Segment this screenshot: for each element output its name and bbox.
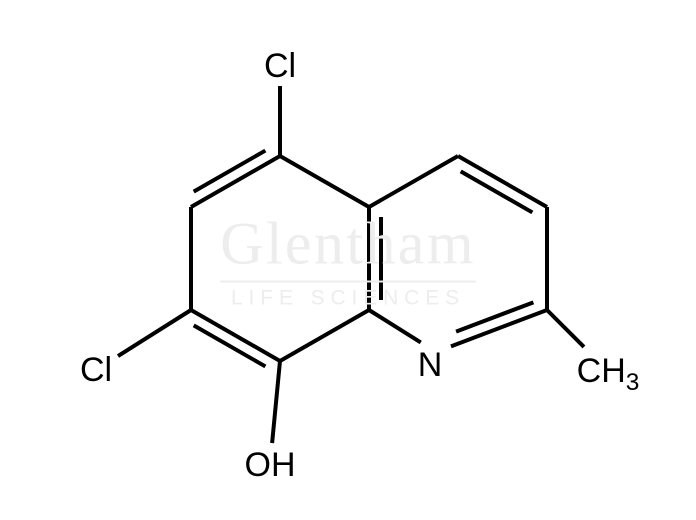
- atom-label-cl-left: Cl: [80, 353, 112, 387]
- atom-label-n: N: [418, 348, 443, 382]
- atom-label-ch3: CH3: [577, 354, 640, 388]
- atom-label-cl-top: Cl: [264, 49, 296, 83]
- structure-canvas: Glentham LIFE SCIENCES Cl Cl OH N CH3: [0, 0, 696, 520]
- molecule-svg: [0, 0, 696, 520]
- atom-label-oh: OH: [245, 448, 296, 482]
